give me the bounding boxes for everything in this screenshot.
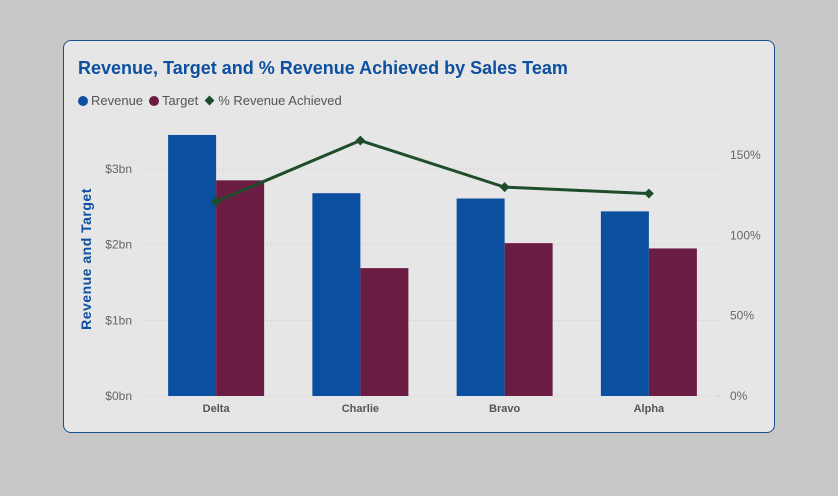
legend-marker-target [149, 95, 160, 106]
right-axis-tick-label: 150% [730, 148, 761, 162]
left-axis-tick-label: $3bn [105, 162, 132, 176]
line-pct-revenue-achieved[interactable] [215, 139, 649, 203]
point-pct-revenue-achieved-alpha[interactable] [643, 188, 654, 199]
legend-label-revenue: Revenue [91, 93, 144, 108]
left-axis-tick-label: $1bn [105, 313, 132, 327]
left-axis: $0bn $1bn $2bn $3bn [105, 162, 132, 403]
x-axis-tick-label: Alpha [634, 403, 665, 415]
legend-label-target: Target [162, 93, 199, 108]
bar-revenue-charlie[interactable] [312, 193, 361, 396]
bar-target-alpha[interactable] [648, 248, 697, 396]
point-pct-revenue-achieved-charlie[interactable] [355, 135, 366, 146]
legend-item-pct-achieved[interactable]: % Revenue Achieved [204, 93, 342, 108]
point-pct-revenue-achieved-bravo[interactable] [499, 182, 510, 193]
legend-item-target[interactable]: Target [149, 93, 198, 108]
right-axis-tick-label: 50% [730, 309, 754, 323]
bar-target-delta[interactable] [216, 180, 265, 396]
bars [168, 134, 697, 396]
left-axis-tick-label: $2bn [105, 238, 132, 252]
chart-legend: Revenue Target % Revenue Achieved [78, 93, 348, 108]
bar-target-charlie[interactable] [360, 268, 409, 396]
bar-target-bravo[interactable] [504, 243, 553, 396]
right-axis: 0% 50% 100% 150% [730, 148, 761, 403]
x-axis-tick-label: Bravo [489, 403, 520, 415]
right-axis-tick-label: 100% [730, 228, 761, 242]
legend-label-pct-achieved: % Revenue Achieved [218, 93, 342, 108]
legend-marker-revenue [78, 95, 88, 106]
x-axis: Delta Charlie Bravo Alpha [203, 403, 665, 415]
legend-item-revenue[interactable]: Revenue [78, 93, 143, 108]
x-axis-tick-label: Delta [203, 403, 231, 415]
point-pct-revenue-achieved-delta[interactable] [211, 196, 222, 207]
bar-revenue-bravo[interactable] [456, 198, 505, 396]
right-axis-tick-label: 0% [730, 389, 748, 403]
pct-line-series [211, 135, 654, 207]
chart-plot: $0bn $1bn $2bn $3bn 0% 50% 100% 150% Delta Char… [78, 134, 761, 415]
y-axis-title: Revenue and Target [78, 188, 94, 330]
x-axis-tick-label: Charlie [342, 403, 379, 415]
bar-revenue-delta[interactable] [168, 134, 217, 396]
chart-title: Revenue, Target and % Revenue Achieved b… [78, 58, 568, 78]
chart-card: Revenue, Target and % Revenue Achieved b… [63, 40, 775, 433]
left-axis-tick-label: $0bn [105, 389, 132, 403]
bar-revenue-alpha[interactable] [600, 211, 649, 396]
